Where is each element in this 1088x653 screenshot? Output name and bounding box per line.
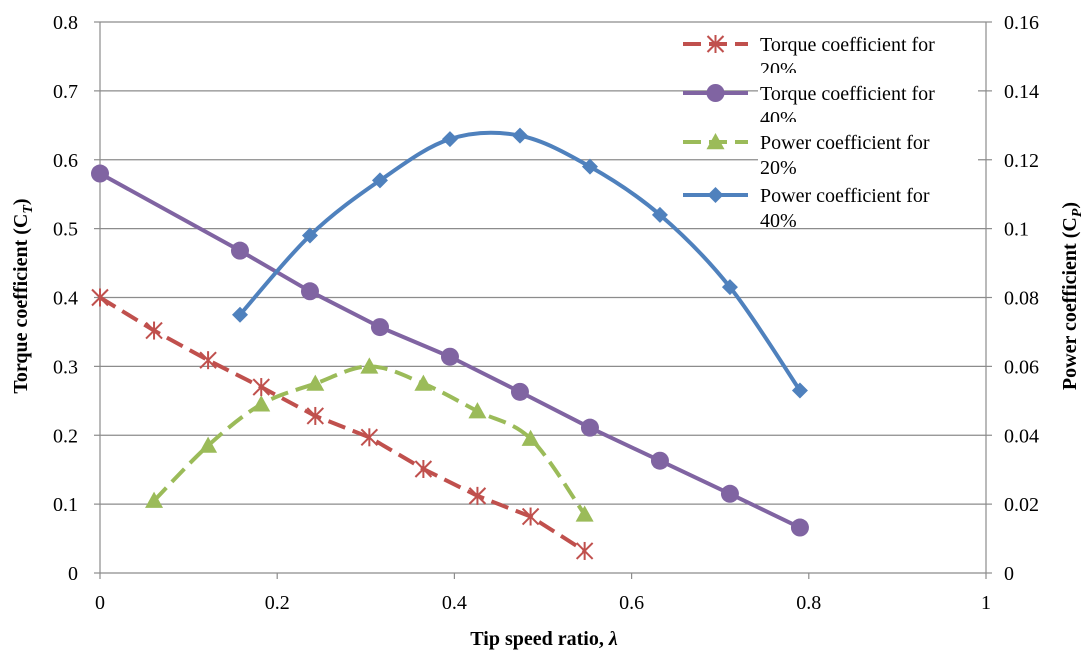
axes: 0 0.1 0.2 0.3 0.4 0.5 0.6 0.7 0.8 0 0.02 0.04 0.06 0.…	[53, 12, 1039, 614]
y-tick-label: 0.6	[53, 150, 78, 172]
data-point	[252, 395, 271, 412]
x-axis-title-symbol: λ	[608, 628, 618, 650]
data-point	[651, 206, 668, 223]
legend-swatch-marker	[706, 84, 725, 102]
y2-tick-label: 0.14	[1004, 81, 1039, 103]
data-point	[721, 279, 738, 296]
data-point	[145, 491, 164, 508]
y2-tick-label: 0	[1004, 563, 1014, 585]
data-point	[414, 374, 433, 391]
legend-swatch-marker	[707, 187, 724, 203]
series-group	[91, 127, 809, 560]
legend-swatch-marker	[706, 35, 725, 53]
x-tick-label: 0	[95, 592, 105, 614]
series-line	[152, 364, 587, 516]
data-point	[468, 486, 487, 505]
y2-tick-label: 0.04	[1004, 425, 1039, 447]
y-axis-title: Torque coefficient (CT)	[10, 198, 36, 393]
y-tick-label: 0.2	[53, 425, 78, 447]
y2-tick-label: 0.02	[1004, 494, 1039, 516]
data-point	[231, 306, 248, 323]
data-point	[440, 347, 459, 366]
legend-label: 20%	[760, 157, 797, 179]
series-3	[145, 357, 594, 522]
data-point	[581, 158, 598, 175]
x-tick-label: 1	[981, 592, 991, 614]
series-1	[91, 288, 594, 560]
y2-tick-label: 0.12	[1004, 150, 1039, 172]
y-tick-label: 0.1	[53, 494, 78, 516]
data-point	[575, 541, 594, 560]
data-point	[360, 428, 379, 447]
legend-item: Power coefficient for 40%	[683, 175, 978, 232]
y2-tick-label: 0.16	[1004, 12, 1039, 34]
data-point	[306, 374, 325, 391]
x-axis-title: Tip speed ratio, λ	[470, 628, 618, 650]
x-tick-label: 0.8	[796, 592, 821, 614]
data-point	[468, 402, 487, 419]
y2-tick-label: 0.08	[1004, 288, 1039, 310]
data-point	[414, 459, 433, 478]
series-4	[231, 127, 808, 399]
data-point	[91, 164, 109, 183]
series-line	[98, 295, 586, 553]
gridlines	[100, 21, 986, 505]
data-point	[510, 382, 529, 401]
data-point	[521, 429, 540, 446]
data-point	[199, 351, 217, 370]
legend-label: Torque coefficient for	[760, 83, 935, 105]
legend-label: Power coefficient for	[760, 132, 930, 154]
y2-tick-label: 0.1	[1004, 219, 1029, 241]
legend-swatch-marker	[706, 133, 725, 150]
legend-label: Torque coefficient for	[760, 34, 935, 56]
data-point	[300, 282, 319, 301]
data-point	[301, 227, 318, 244]
data-point	[441, 131, 458, 148]
data-point	[791, 382, 808, 399]
y-tick-label: 0	[68, 563, 78, 585]
data-point	[720, 484, 739, 503]
x-tick-label: 0.4	[442, 592, 467, 614]
y-tick-label: 0.8	[53, 12, 78, 34]
x-tick-label: 0.6	[619, 592, 644, 614]
data-point	[230, 241, 249, 260]
legend-label: Power coefficient for	[760, 185, 930, 207]
y-tick-label: 0.5	[53, 219, 78, 241]
legend-item: Power coefficient for 20%	[683, 122, 978, 179]
data-point	[511, 127, 528, 144]
data-point	[360, 357, 379, 374]
data-point	[580, 418, 599, 437]
data-point	[521, 507, 540, 526]
y-axis-title-subscript: T	[21, 204, 36, 214]
data-point	[790, 518, 809, 537]
x-tick-label: 0.2	[265, 592, 290, 614]
data-point	[91, 288, 109, 307]
y2-axis-title-subscript: P	[1070, 208, 1085, 217]
data-point	[252, 378, 270, 397]
data-point	[650, 451, 669, 470]
data-point	[199, 436, 218, 453]
data-point	[371, 172, 388, 189]
series-line	[238, 130, 802, 392]
data-point	[575, 505, 594, 522]
y-tick-label: 0.3	[53, 356, 78, 378]
data-point	[370, 318, 389, 337]
y-tick-label: 0.4	[53, 288, 78, 310]
data-point	[306, 406, 325, 425]
y2-axis-title: Power coefficient (CP)	[1059, 202, 1085, 390]
data-point	[145, 321, 163, 340]
y2-tick-label: 0.06	[1004, 356, 1039, 378]
y-tick-label: 0.7	[53, 81, 78, 103]
legend-label: 40%	[760, 210, 797, 232]
